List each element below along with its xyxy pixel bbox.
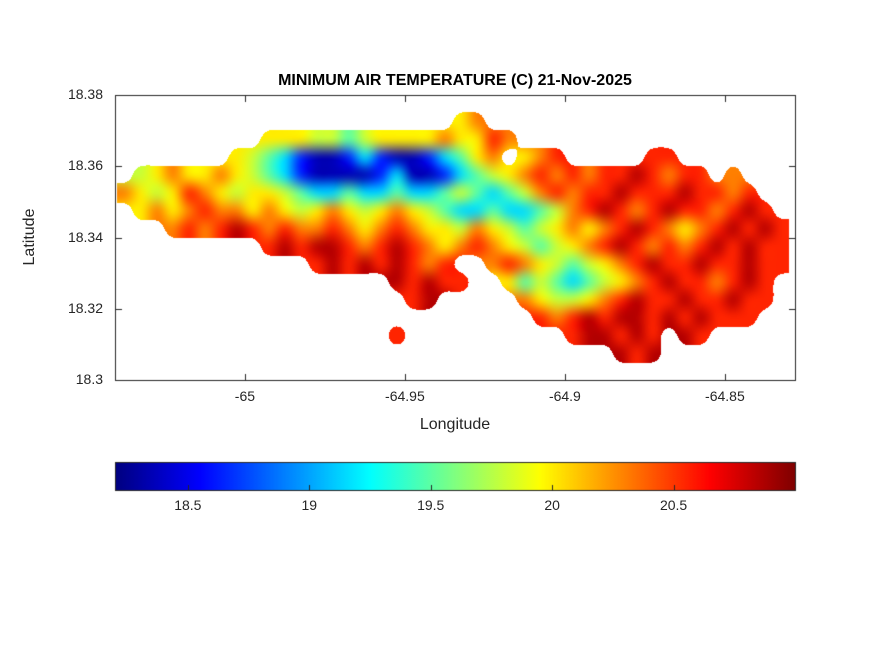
y-tick-label: 18.3 — [75, 371, 103, 387]
y-tick-label: 18.36 — [67, 157, 103, 174]
colorbar-tick-label: 20 — [544, 497, 560, 513]
colorbar-tick-label: 18.5 — [174, 497, 202, 513]
x-axis-label: Longitude — [419, 416, 491, 433]
x-tick-label: -64.85 — [705, 388, 745, 404]
colorbar-tick-label: 20.5 — [659, 497, 688, 513]
y-tick-label: 18.32 — [67, 299, 103, 316]
x-tick-label: -65 — [234, 388, 256, 404]
x-tick-label: -64.9 — [548, 388, 581, 404]
y-tick-label: 18.38 — [67, 86, 103, 102]
colorbar-tick-label: 19.5 — [417, 497, 445, 513]
x-tick-label: -64.95 — [385, 388, 425, 404]
y-tick-label: 18.34 — [67, 228, 103, 245]
chart-title: MINIMUM AIR TEMPERATURE (C) 21-Nov-2025 — [278, 72, 632, 89]
colorbar-tick-label: 19 — [301, 497, 318, 513]
